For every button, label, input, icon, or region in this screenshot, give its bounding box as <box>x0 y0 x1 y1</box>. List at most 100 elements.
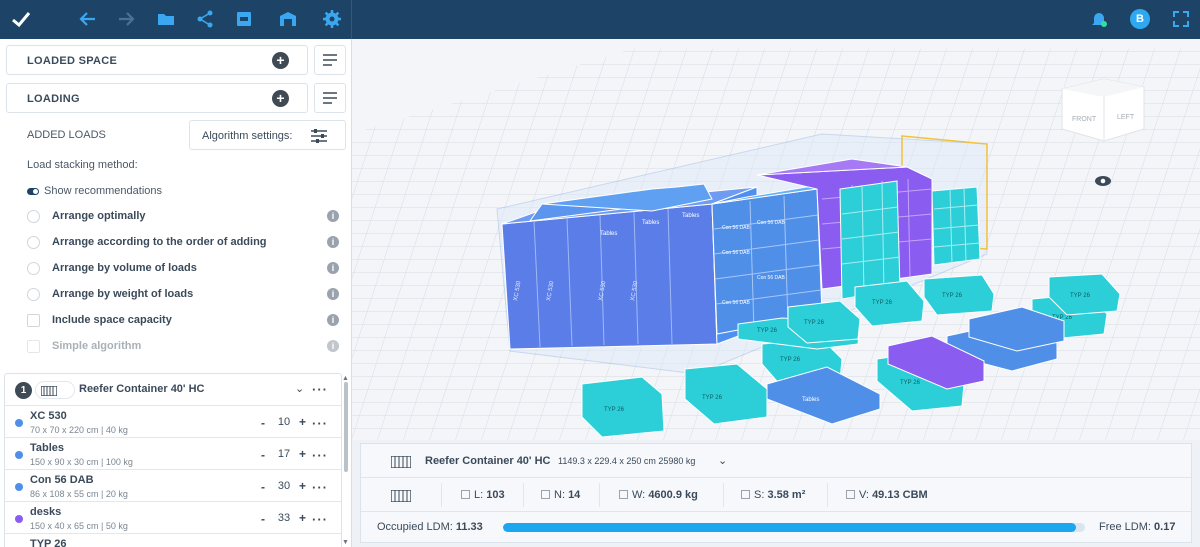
increment-button[interactable]: + <box>299 415 307 429</box>
radio-button[interactable] <box>27 288 40 301</box>
decrement-button[interactable]: - <box>261 512 265 526</box>
surface-icon <box>741 490 750 499</box>
tables-stack: Tables Tables Tables <box>528 183 713 237</box>
scroll-down-icon[interactable]: ▼ <box>342 539 349 546</box>
option-simple-algorithm[interactable]: Simple algorithm i <box>27 338 347 356</box>
forward-arrow-icon[interactable] <box>115 8 137 30</box>
volume-icon <box>846 490 855 499</box>
divider <box>523 483 524 507</box>
show-recommendations-toggle[interactable] <box>27 188 39 195</box>
info-icon[interactable]: i <box>327 314 339 326</box>
decrement-button[interactable]: - <box>261 480 265 494</box>
chevron-down-icon[interactable]: ⌄ <box>718 455 728 467</box>
container-header[interactable]: 1 Reefer Container 40' HC ⌄ ··· <box>5 374 341 406</box>
box-label: Tables <box>642 220 659 226</box>
load-dims: 150 x 40 x 65 cm | 50 kg <box>30 521 128 531</box>
add-loaded-space-button[interactable]: + <box>272 52 289 69</box>
loading-section[interactable]: LOADING + <box>6 83 308 113</box>
stat-volume: V: 49.13 CBM <box>846 489 928 501</box>
loose-blue-boxes: Tables <box>766 306 1065 425</box>
option-arrange-optimally[interactable]: Arrange optimally i <box>27 208 347 226</box>
option-label: Arrange by weight of loads <box>52 288 194 300</box>
container-icon <box>41 386 57 396</box>
option-arrange-by-volume[interactable]: Arrange by volume of loads i <box>27 260 347 278</box>
sliders-icon <box>311 129 327 143</box>
share-icon[interactable] <box>194 8 216 30</box>
load-qty[interactable]: 33 <box>277 512 291 524</box>
count-icon <box>541 490 550 499</box>
radio-button[interactable] <box>27 262 40 275</box>
checkbox[interactable] <box>27 314 40 327</box>
scroll-up-icon[interactable]: ▲ <box>342 375 349 382</box>
free-ldm: Free LDM: 0.17 <box>1099 521 1176 533</box>
load-qty[interactable]: 30 <box>277 480 291 492</box>
more-options-icon[interactable]: ··· <box>312 416 328 431</box>
load-color-dot <box>15 483 23 491</box>
more-options-icon[interactable]: ··· <box>312 512 328 527</box>
load-color-dot <box>15 451 23 459</box>
scrollbar[interactable] <box>343 376 349 546</box>
load-row: TYP 26 <box>5 534 341 547</box>
box-label: XC 530 <box>546 280 555 301</box>
load-dims: 70 x 70 x 220 cm | 40 kg <box>30 425 128 435</box>
increment-button[interactable]: + <box>299 479 307 493</box>
load-qty[interactable]: 10 <box>277 416 291 428</box>
folder-icon[interactable] <box>155 8 177 30</box>
summary-card: Reefer Container 40' HC 1149.3 x 229.4 x… <box>360 443 1192 543</box>
divider <box>723 483 724 507</box>
eye-icon[interactable] <box>1095 176 1111 186</box>
info-icon[interactable]: i <box>327 236 339 248</box>
warehouse-icon[interactable] <box>277 8 299 30</box>
box-label: TYP 26 <box>872 300 893 306</box>
info-icon[interactable]: i <box>327 288 339 300</box>
load-row: desks 150 x 40 x 65 cm | 50 kg - 33 + ··… <box>5 502 341 534</box>
radio-button[interactable] <box>27 236 40 249</box>
settings-gear-icon[interactable] <box>321 8 343 30</box>
notification-bell-icon[interactable] <box>1088 8 1110 30</box>
3d-viewport[interactable]: XC 530 XC 530 XC 530 XC 530 Tables Table… <box>352 39 1200 440</box>
option-include-space-capacity[interactable]: Include space capacity i <box>27 312 347 330</box>
increment-button[interactable]: + <box>299 447 307 461</box>
occupied-ldm: Occupied LDM: 11.33 <box>377 521 483 533</box>
loose-desks-box <box>887 335 985 390</box>
view-cube[interactable]: FRONT LEFT <box>1061 78 1145 142</box>
decrement-button[interactable]: - <box>261 448 265 462</box>
more-options-icon[interactable]: ··· <box>312 448 328 463</box>
radio-button[interactable] <box>27 210 40 223</box>
loading-menu-button[interactable] <box>314 83 346 113</box>
chevron-down-icon[interactable]: ⌄ <box>295 383 305 395</box>
loaded-space-menu-button[interactable] <box>314 45 346 75</box>
info-icon[interactable]: i <box>327 262 339 274</box>
box-label: Con 56 DAB <box>757 220 785 226</box>
load-name: TYP 26 <box>30 538 67 547</box>
container-type-pill[interactable] <box>35 381 75 399</box>
more-options-icon[interactable]: ··· <box>312 480 328 495</box>
avatar[interactable]: B <box>1130 9 1150 29</box>
increment-button[interactable]: + <box>299 511 307 525</box>
algorithm-settings-button[interactable]: Algorithm settings: <box>189 120 346 150</box>
info-icon[interactable]: i <box>327 340 339 352</box>
more-options-icon[interactable]: ··· <box>312 382 328 397</box>
container-card: 1 Reefer Container 40' HC ⌄ ··· XC 530 7… <box>4 373 342 547</box>
check-logo-icon[interactable] <box>10 8 32 30</box>
toolbar-divider <box>351 0 352 39</box>
load-dims: 150 x 90 x 30 cm | 100 kg <box>30 457 133 467</box>
scrollbar-thumb[interactable] <box>344 382 348 472</box>
loaded-space-section[interactable]: LOADED SPACE + <box>6 45 308 75</box>
summary-header[interactable]: Reefer Container 40' HC 1149.3 x 229.4 x… <box>361 444 1191 478</box>
load-color-dot <box>15 515 23 523</box>
info-icon[interactable]: i <box>327 210 339 222</box>
divider <box>441 483 442 507</box>
back-arrow-icon[interactable] <box>77 8 99 30</box>
add-loading-button[interactable]: + <box>272 90 289 107</box>
pdf-icon[interactable] <box>233 8 255 30</box>
fullscreen-icon[interactable] <box>1170 8 1192 30</box>
option-arrange-by-weight[interactable]: Arrange by weight of loads i <box>27 286 347 304</box>
checkbox[interactable] <box>27 340 40 353</box>
decrement-button[interactable]: - <box>261 416 265 430</box>
load-qty[interactable]: 17 <box>277 448 291 460</box>
option-arrange-by-order[interactable]: Arrange according to the order of adding… <box>27 234 347 252</box>
3d-scene[interactable]: XC 530 XC 530 XC 530 XC 530 Tables Table… <box>352 39 1200 440</box>
load-color-dot <box>15 419 23 427</box>
divider <box>599 483 600 507</box>
